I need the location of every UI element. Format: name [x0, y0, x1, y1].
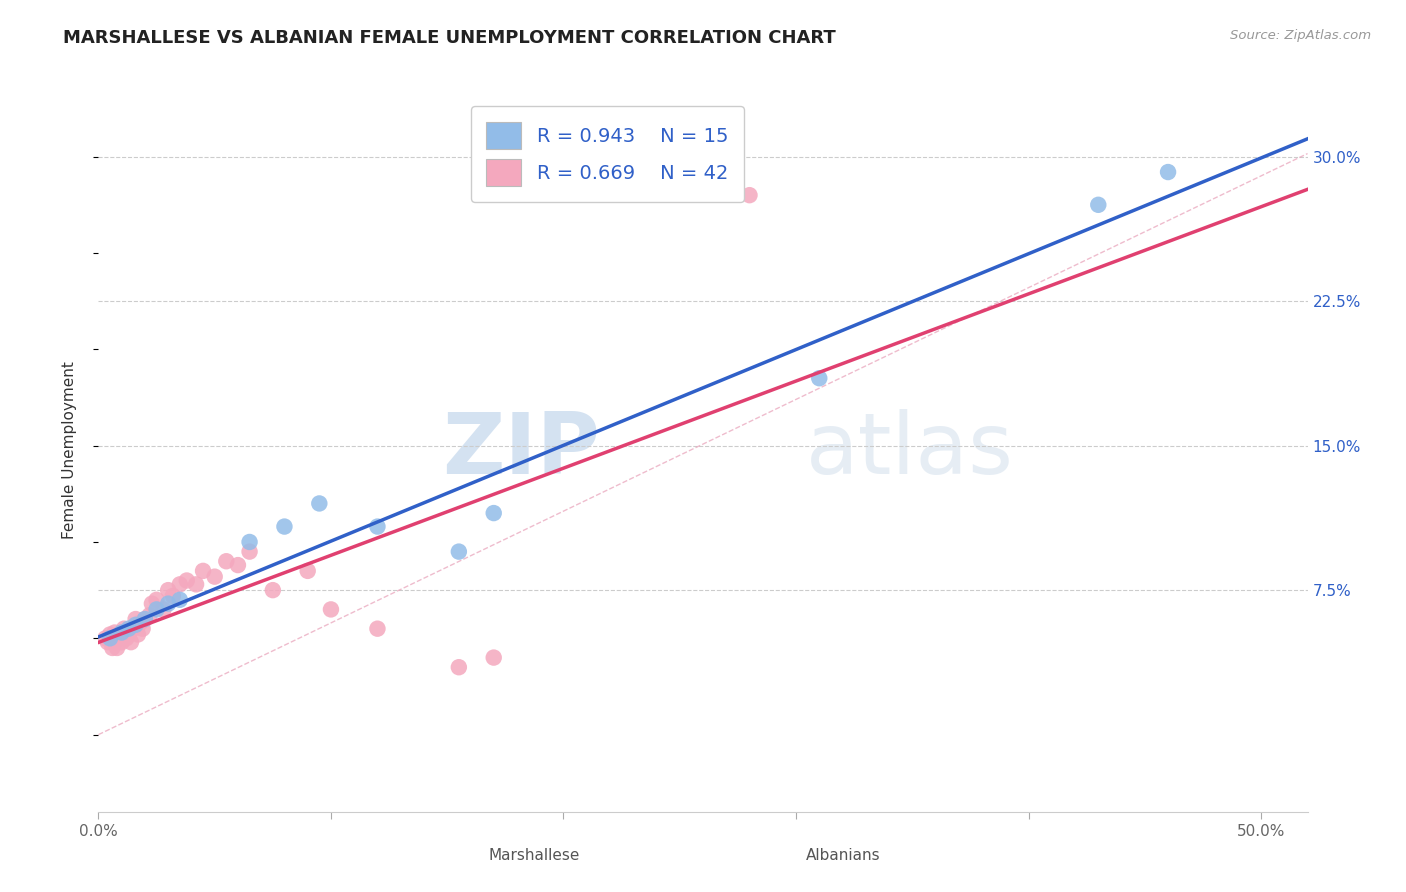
Point	[169, 592, 191, 607]
Point	[366, 622, 388, 636]
Point	[118, 622, 141, 636]
Point	[1087, 198, 1109, 212]
Text: ZIP: ZIP	[443, 409, 600, 492]
Point	[138, 608, 160, 623]
Point	[204, 569, 226, 583]
Point	[127, 627, 149, 641]
Point	[131, 622, 153, 636]
Point	[120, 635, 142, 649]
Point	[157, 583, 180, 598]
Point	[124, 612, 146, 626]
Point	[297, 564, 319, 578]
Point	[262, 583, 284, 598]
Text: atlas: atlas	[806, 409, 1014, 492]
Point	[447, 544, 470, 558]
Point	[94, 632, 117, 646]
Point	[482, 650, 505, 665]
Point	[157, 597, 180, 611]
Point	[118, 627, 141, 641]
Point	[124, 617, 146, 632]
Point	[101, 632, 124, 646]
Point	[145, 592, 167, 607]
Point	[101, 640, 124, 655]
Point	[808, 371, 831, 385]
Point	[176, 574, 198, 588]
Point	[115, 632, 138, 646]
Point	[319, 602, 342, 616]
Point	[104, 635, 127, 649]
Point	[1157, 165, 1180, 179]
Y-axis label: Female Unemployment: Female Unemployment	[62, 361, 77, 540]
Point	[98, 632, 121, 646]
Point	[112, 622, 135, 636]
Point	[152, 602, 174, 616]
Point	[239, 544, 262, 558]
Point	[105, 640, 128, 655]
Point	[141, 597, 163, 611]
Point	[111, 635, 134, 649]
Point	[98, 627, 121, 641]
Text: Albanians: Albanians	[806, 848, 882, 863]
Point	[104, 625, 127, 640]
Point	[108, 627, 131, 641]
Point	[215, 554, 238, 568]
Text: Source: ZipAtlas.com: Source: ZipAtlas.com	[1230, 29, 1371, 42]
Text: Marshallese: Marshallese	[489, 848, 579, 863]
Point	[308, 496, 330, 510]
Point	[122, 622, 145, 636]
Point	[97, 635, 120, 649]
Point	[162, 589, 184, 603]
Point	[191, 564, 214, 578]
Point	[134, 612, 156, 626]
Point	[447, 660, 470, 674]
Legend: R = 0.943    N = 15, R = 0.669    N = 42: R = 0.943 N = 15, R = 0.669 N = 42	[471, 106, 744, 202]
Point	[145, 602, 167, 616]
Point	[111, 625, 134, 640]
Text: MARSHALLESE VS ALBANIAN FEMALE UNEMPLOYMENT CORRELATION CHART: MARSHALLESE VS ALBANIAN FEMALE UNEMPLOYM…	[63, 29, 837, 46]
Point	[134, 612, 156, 626]
Point	[482, 506, 505, 520]
Point	[239, 535, 262, 549]
Point	[226, 558, 249, 573]
Point	[738, 188, 761, 202]
Point	[184, 577, 207, 591]
Point	[169, 577, 191, 591]
Point	[129, 615, 152, 630]
Point	[111, 625, 134, 640]
Point	[105, 632, 128, 646]
Point	[366, 519, 388, 533]
Point	[273, 519, 295, 533]
